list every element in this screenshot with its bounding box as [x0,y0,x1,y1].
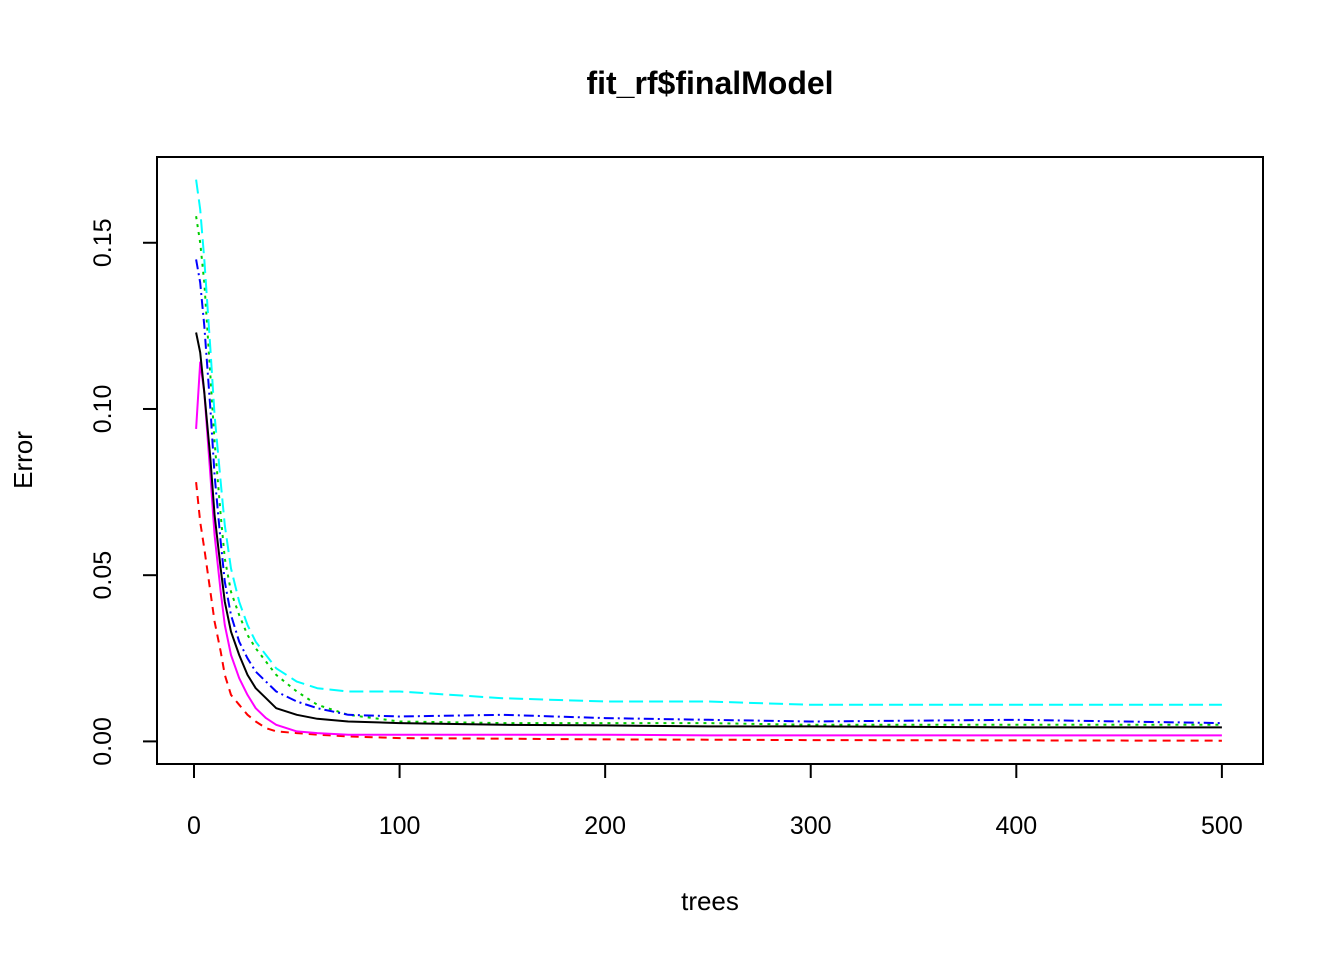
series-line-2 [195,216,1222,726]
series-line-6 [195,332,1222,729]
series-line-5 [195,361,1222,737]
plot-area-frame [156,156,1264,765]
y-axis: 0.00 0.05 0.10 0.15 [89,218,158,766]
series-layer [195,179,1222,742]
x-axis-label: trees [681,886,739,916]
series-line-1 [195,481,1222,742]
x-tick-label: 500 [1201,812,1243,840]
y-tick-label: 0.00 [89,717,117,766]
x-tick-label: 100 [379,812,421,840]
x-axis: 0 100 200 300 400 500 [187,763,1243,840]
series-line-3 [195,259,1222,725]
x-tick-label: 300 [790,812,832,840]
x-tick-label: 200 [584,812,626,840]
y-tick-label: 0.15 [89,218,117,267]
y-tick-label: 0.05 [89,551,117,600]
chart-title: fit_rf$finalModel [586,65,833,101]
y-tick-label: 0.10 [89,385,117,434]
x-tick-label: 400 [995,812,1037,840]
x-tick-label: 0 [187,812,201,840]
series-line-4 [195,179,1222,706]
y-axis-label: Error [8,431,38,489]
